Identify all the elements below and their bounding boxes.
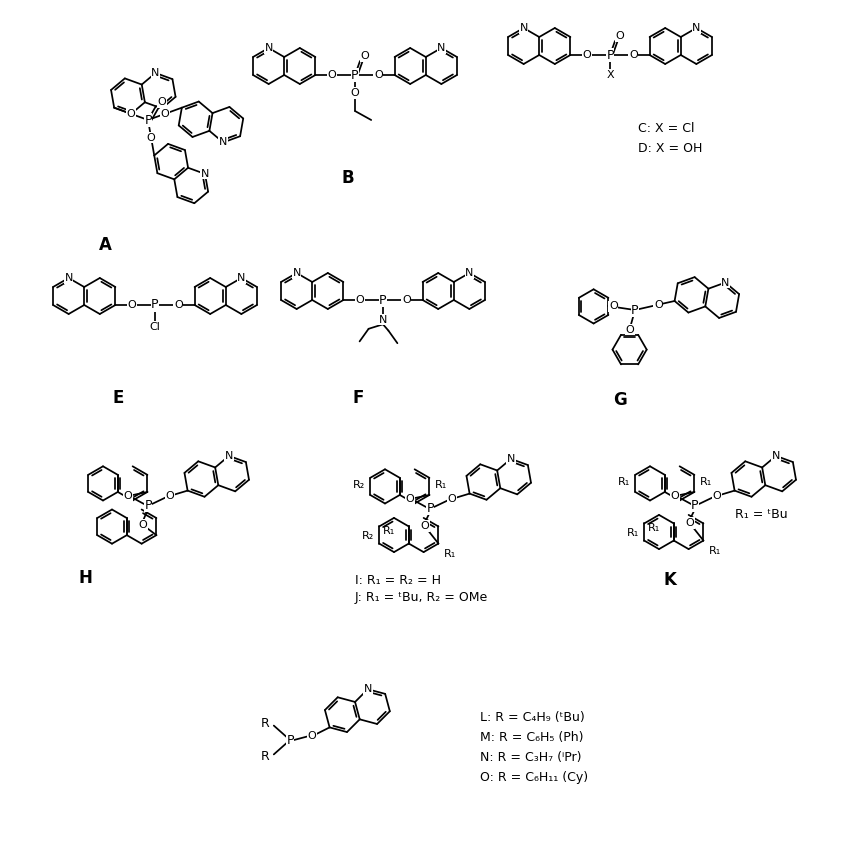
Text: P: P [631, 304, 638, 317]
Text: A: A [99, 236, 112, 254]
Text: O: O [629, 50, 637, 60]
Text: N: N [438, 43, 445, 53]
Text: N: N [692, 23, 700, 33]
Text: N: N [225, 451, 233, 461]
Text: O: O [406, 494, 414, 504]
Text: R₂: R₂ [353, 480, 366, 490]
Text: E: E [112, 389, 124, 407]
Text: F: F [353, 389, 364, 407]
Text: N: N [465, 268, 474, 278]
Text: O: O [158, 97, 166, 107]
Text: O: O [712, 491, 721, 501]
Text: P: P [144, 498, 152, 512]
Text: H: H [78, 569, 92, 587]
Text: B: B [341, 169, 354, 187]
Text: N: N [379, 315, 387, 324]
Text: R₁: R₁ [627, 528, 639, 538]
Text: N: N [264, 43, 273, 53]
Text: N: N [519, 23, 528, 33]
Text: O: O [374, 70, 383, 80]
Text: O: O [654, 300, 662, 310]
Text: P: P [426, 502, 434, 514]
Text: O: O [360, 51, 370, 61]
Text: O: O [355, 295, 364, 305]
Text: R₁: R₁ [618, 477, 630, 487]
Text: R₁: R₁ [648, 523, 660, 533]
Text: O: O [351, 88, 360, 98]
Text: R: R [260, 750, 269, 763]
Text: O: O [124, 491, 133, 501]
Text: R₂: R₂ [362, 532, 374, 542]
Text: N: N [151, 68, 160, 78]
Text: R₁: R₁ [709, 545, 721, 556]
Text: P: P [607, 49, 613, 62]
Text: P: P [287, 734, 293, 746]
Text: N: N [64, 273, 73, 283]
Text: O: O [327, 70, 336, 80]
Text: M: R = C₆H₅ (Ph): M: R = C₆H₅ (Ph) [480, 732, 583, 745]
Text: J: R₁ = ᵗBu, R₂ = OMe: J: R₁ = ᵗBu, R₂ = OMe [355, 591, 488, 604]
Text: P: P [144, 114, 152, 127]
Text: O: O [671, 491, 680, 501]
Text: N: N [722, 277, 729, 288]
Text: R₁: R₁ [444, 549, 456, 559]
Text: O: O [609, 301, 618, 312]
Text: O: O [686, 518, 694, 528]
Text: O: R = C₆H₁₁ (Cy): O: R = C₆H₁₁ (Cy) [480, 771, 588, 784]
Text: N: N [772, 451, 780, 461]
Text: I: R₁ = R₂ = H: I: R₁ = R₂ = H [355, 574, 441, 586]
Text: P: P [151, 299, 159, 312]
Text: O: O [166, 491, 174, 501]
Text: N: R = C₃H₇ (ⁱPr): N: R = C₃H₇ (ⁱPr) [480, 752, 582, 764]
Text: G: G [613, 391, 627, 409]
Text: O: O [147, 133, 155, 143]
Text: N: N [507, 454, 515, 464]
Text: O: O [420, 521, 429, 531]
Text: N: N [237, 273, 245, 283]
Text: N: N [201, 169, 209, 179]
Text: P: P [692, 498, 698, 512]
Text: X: X [607, 70, 613, 80]
Text: O: O [616, 31, 625, 41]
Text: P: P [351, 68, 359, 81]
Text: O: O [127, 109, 136, 119]
Text: O: O [138, 520, 147, 530]
Text: O: O [402, 295, 411, 305]
Text: O: O [583, 50, 591, 60]
Text: O: O [447, 494, 456, 504]
Text: L: R = C₄H₉ (ᵗBu): L: R = C₄H₉ (ᵗBu) [480, 711, 585, 724]
Text: K: K [663, 571, 676, 589]
Text: O: O [160, 109, 169, 119]
Text: N: N [219, 138, 227, 147]
Text: R₁: R₁ [699, 477, 711, 487]
Text: N: N [293, 268, 301, 278]
Text: O: O [625, 324, 634, 335]
Text: Cl: Cl [149, 322, 160, 331]
Text: R₁ = ᵗBu: R₁ = ᵗBu [735, 508, 788, 521]
Text: C: X = Cl: C: X = Cl [638, 122, 694, 134]
Text: O: O [127, 300, 136, 310]
Text: N: N [364, 684, 372, 694]
Text: R: R [260, 717, 269, 730]
Text: O: O [307, 731, 316, 741]
Text: D: X = OH: D: X = OH [638, 141, 703, 154]
Text: O: O [174, 300, 183, 310]
Text: R₁: R₁ [434, 480, 447, 490]
Text: R₁: R₁ [383, 526, 396, 536]
Text: P: P [379, 294, 387, 306]
